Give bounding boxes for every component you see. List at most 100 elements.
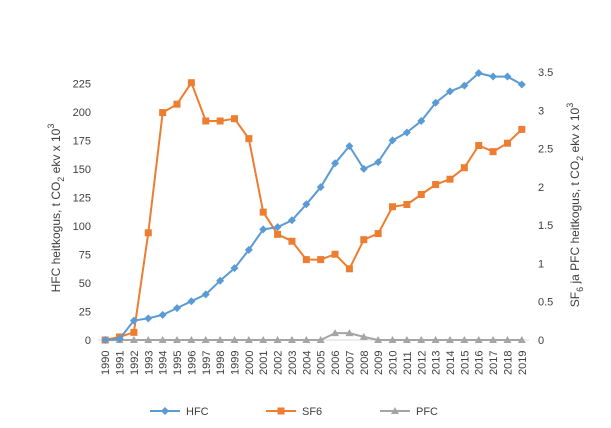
left-tick-label: 25 — [79, 306, 91, 318]
data-point-pfc — [129, 336, 138, 343]
left-tick-label: 175 — [73, 135, 91, 147]
x-tick-label: 2005 — [316, 351, 328, 375]
data-point-pfc — [173, 336, 182, 343]
data-point-pfc — [187, 336, 196, 343]
data-point-hfc — [144, 314, 153, 323]
series-pfc — [101, 329, 526, 343]
left-tick-label: 150 — [73, 164, 91, 176]
x-tick-label: 1992 — [129, 351, 141, 375]
data-point-hfc — [388, 136, 397, 145]
data-point-hfc — [115, 334, 124, 343]
series-hfc — [101, 69, 526, 344]
x-tick-label: 1990 — [100, 351, 112, 375]
legend-marker-diamond-icon — [161, 407, 169, 415]
x-tick-label: 1995 — [172, 351, 184, 375]
x-tick-label: 2004 — [301, 351, 313, 375]
data-point-pfc — [517, 336, 526, 343]
legend-marker-square-icon — [277, 407, 285, 415]
x-tick-label: 1996 — [186, 351, 198, 375]
data-point-pfc — [402, 336, 411, 343]
x-tick-label: 2002 — [273, 351, 285, 375]
legend-item-pfc: PFC — [380, 406, 438, 418]
data-point-pfc — [503, 336, 512, 343]
data-point-sf6 — [417, 191, 425, 199]
right-tick-label: 3 — [538, 105, 544, 117]
data-point-sf6 — [446, 175, 454, 183]
data-point-sf6 — [187, 79, 195, 87]
data-point-hfc — [316, 183, 325, 192]
right-tick-label: 2 — [538, 182, 544, 194]
data-point-pfc — [158, 336, 167, 343]
data-point-hfc — [216, 276, 225, 285]
legend-item-hfc: HFC — [150, 406, 209, 418]
x-tick-label: 2001 — [258, 351, 270, 375]
right-tick-label: 3.5 — [538, 67, 553, 79]
data-point-hfc — [417, 117, 426, 126]
data-point-sf6 — [374, 230, 382, 238]
x-tick-label: 1993 — [143, 351, 155, 375]
data-point-sf6 — [274, 230, 282, 238]
data-point-sf6 — [202, 117, 210, 125]
data-point-pfc — [431, 336, 440, 343]
legend-label: PFC — [416, 406, 438, 418]
data-point-sf6 — [503, 139, 511, 147]
data-point-hfc — [374, 158, 383, 167]
x-tick-label: 1998 — [215, 351, 227, 375]
data-point-sf6 — [389, 203, 397, 211]
right-tick-label: 1 — [538, 258, 544, 270]
data-point-hfc — [445, 87, 454, 96]
data-point-sf6 — [331, 250, 339, 258]
data-point-pfc — [331, 329, 340, 337]
data-point-sf6 — [360, 236, 368, 244]
right-axis-ticks: 0 0.5 1 1.5 2 2.5 3 3.5 — [538, 67, 553, 347]
x-tick-label: 2009 — [373, 351, 385, 375]
legend-label: HFC — [186, 406, 209, 418]
left-tick-label: 225 — [73, 78, 91, 90]
data-point-hfc — [302, 200, 311, 209]
data-point-sf6 — [518, 125, 526, 133]
series-line-sf6 — [104, 81, 523, 341]
data-point-pfc — [259, 336, 268, 343]
data-point-hfc — [359, 164, 368, 173]
left-axis-title: HFC heitkogus, t CO2 ekv x 103 — [46, 124, 66, 293]
data-point-hfc — [460, 81, 469, 90]
left-tick-label: 125 — [73, 192, 91, 204]
data-point-sf6 — [302, 256, 310, 264]
x-tick-label: 2008 — [359, 351, 371, 375]
data-point-hfc — [331, 159, 340, 168]
data-point-hfc — [187, 297, 196, 306]
data-point-pfc — [474, 336, 483, 343]
legend: HFC SF6 PFC — [150, 406, 438, 418]
x-tick-label: 1997 — [201, 351, 213, 375]
right-tick-label: 0.5 — [538, 297, 553, 309]
data-point-sf6 — [259, 208, 267, 216]
x-tick-label: 2017 — [488, 351, 500, 375]
data-point-hfc — [345, 142, 354, 151]
x-tick-label: 1999 — [229, 351, 241, 375]
legend-label: SF6 — [302, 406, 322, 418]
data-point-pfc — [273, 336, 282, 343]
data-point-pfc — [345, 329, 354, 337]
data-point-hfc — [230, 264, 239, 273]
left-axis-ticks: 0 25 50 75 100 125 150 175 200 225 — [73, 78, 91, 347]
x-tick-label: 2000 — [244, 351, 256, 375]
data-point-hfc — [259, 225, 268, 234]
data-point-hfc — [201, 290, 210, 299]
data-point-pfc — [445, 336, 454, 343]
data-point-pfc — [216, 336, 225, 343]
data-point-hfc — [158, 310, 167, 319]
data-point-hfc — [517, 80, 526, 89]
data-point-sf6 — [173, 100, 181, 108]
x-tick-label: 2013 — [431, 351, 443, 375]
data-point-pfc — [460, 336, 469, 343]
data-point-sf6 — [216, 117, 224, 125]
data-point-hfc — [431, 98, 440, 107]
legend-item-sf6: SF6 — [266, 406, 322, 418]
x-tick-label: 2006 — [330, 351, 342, 375]
data-point-hfc — [503, 72, 512, 81]
x-tick-label: 2015 — [459, 351, 471, 375]
data-point-sf6 — [230, 115, 238, 123]
series-line-hfc — [105, 72, 523, 341]
right-tick-label: 0 — [538, 335, 544, 347]
x-tick-label: 2016 — [474, 351, 486, 375]
